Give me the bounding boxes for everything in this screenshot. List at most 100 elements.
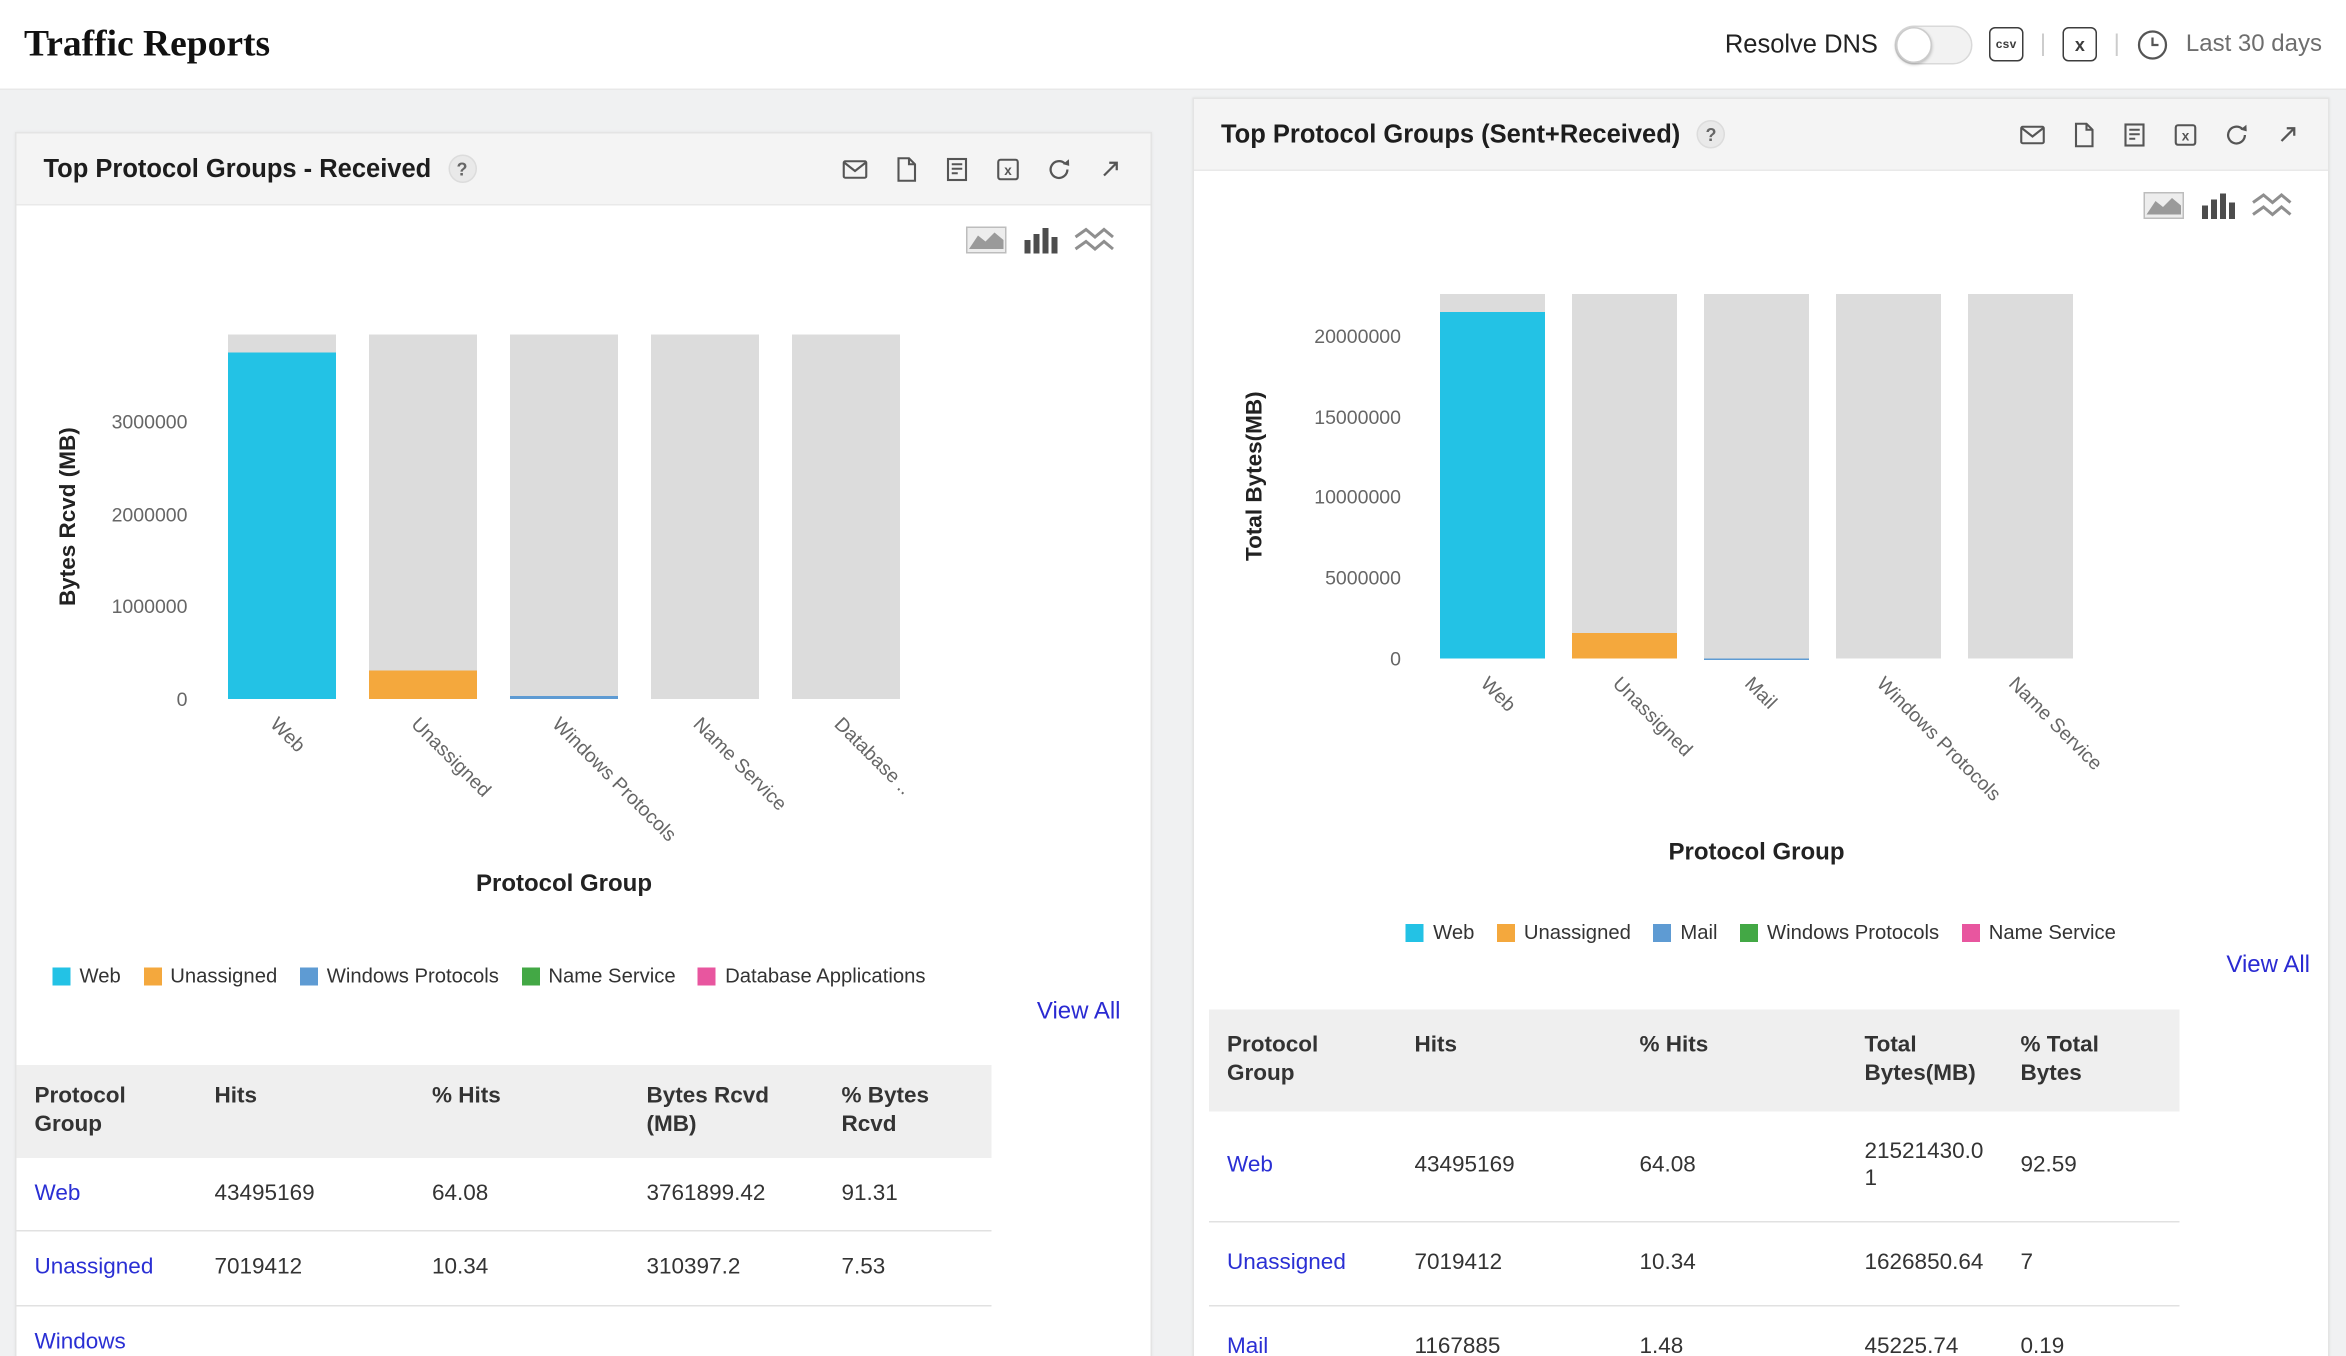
excel-icon[interactable]: x [2172,121,2199,148]
bar-slot: Unassigned [353,334,496,801]
protocol-link[interactable]: Web [34,1179,81,1206]
area-chart-icon[interactable] [966,226,1007,254]
legend-swatch [1653,923,1672,942]
page-title: Traffic Reports [24,23,271,64]
legend-swatch [1740,923,1758,942]
cell-hits [196,1305,414,1356]
help-icon[interactable]: ? [1696,120,1726,149]
cell-hits: 1167885 [1396,1305,1622,1356]
protocol-link[interactable]: Windows Protocols [34,1329,126,1355]
report-icon[interactable] [2121,121,2148,148]
expand-icon[interactable] [2274,121,2301,148]
refresh-icon[interactable] [2223,121,2250,148]
legend-swatch [698,966,717,985]
bar-web[interactable] [228,351,336,699]
refresh-icon[interactable] [1046,155,1073,182]
expand-icon[interactable] [1097,155,1124,182]
legend-swatch [1406,923,1425,942]
legend-item[interactable]: Name Service [1961,921,2116,944]
protocol-link[interactable]: Unassigned [34,1254,154,1280]
content-area: Top Protocol Groups - Received ? x Bytes… [0,90,2346,1356]
cell-hits: 43495169 [196,1157,414,1232]
bar-chart-icon[interactable] [2198,192,2239,219]
column-header: Hits [196,1065,414,1158]
bar-slot: Web [1427,294,1559,716]
cell-pct-hits: 64.08 [414,1157,629,1232]
legend-item[interactable]: Database Applications [698,965,925,987]
protocol-table-received: Protocol Group Hits % Hits Bytes Rcvd (M… [16,1065,992,1356]
excel-icon[interactable]: x [995,155,1022,182]
bar-unassigned[interactable] [1572,632,1677,659]
legend-label: Name Service [548,964,676,988]
protocol-link[interactable]: Mail [1227,1333,1269,1356]
resolve-dns-toggle[interactable] [1894,24,1973,64]
legend-item[interactable]: Mail [1653,921,1718,944]
legend-label: Unassigned [170,964,278,988]
panel-header: Top Protocol Groups (Sent+Received) ? x [1194,99,2328,171]
excel-icon-label: x [2074,33,2085,55]
column-header: Total Bytes(MB) [1846,1009,2003,1111]
pdf-icon[interactable] [893,155,920,182]
protocol-table-sent-received: Protocol Group Hits % Hits Total Bytes(M… [1209,1009,2180,1356]
legend-item[interactable]: Unassigned [143,964,278,988]
y-tick-label: 15000000 [1314,405,1401,428]
report-icon[interactable] [944,155,971,182]
line-chart-icon[interactable] [1074,227,1115,254]
help-icon[interactable]: ? [447,154,477,183]
time-range-label[interactable]: Last 30 days [2185,30,2322,57]
bar-windows-protocols[interactable] [510,696,618,699]
cell-pct-hits: 64.08 [1621,1110,1847,1223]
svg-text:x: x [2182,128,2190,143]
bar-unassigned[interactable] [369,670,477,699]
pdf-icon[interactable] [2070,121,2097,148]
legend-item[interactable]: Windows Protocols [299,965,499,987]
separator: | [2039,30,2047,57]
protocol-link[interactable]: Unassigned [1227,1249,1346,1276]
topbar-controls: Resolve DNS csv | x | Last 30 days [1725,24,2322,64]
cell-bytes [628,1305,824,1356]
legend-item[interactable]: Web [1406,921,1474,944]
panel-title: Top Protocol Groups - Received [43,153,432,183]
bar-track [1572,294,1677,659]
legend-swatch [1961,923,1980,942]
panel-sent-received: Top Protocol Groups (Sent+Received) ? x … [1192,97,2330,1356]
legend-item[interactable]: Windows Protocols [1740,921,1939,944]
legend: Web Unassigned Mail Windows Protocols Na… [1194,921,2328,944]
cell-bytes: 21521430.01 [1846,1110,2003,1223]
table-row: Unassigned 7019412 10.34 310397.2 7.53 [16,1231,992,1307]
area-chart-icon[interactable] [2143,192,2185,219]
bar-web[interactable] [1440,311,1545,659]
view-all-link[interactable]: View All [2226,952,2310,979]
y-tick-label: 0 [1390,647,1401,670]
clock-icon[interactable] [2136,28,2169,61]
view-all-link[interactable]: View All [1036,999,1121,1025]
bar-chart-icon[interactable] [1020,227,1061,254]
export-excel-icon[interactable]: x [2062,27,2098,62]
export-csv-icon[interactable]: csv [1988,27,2024,62]
panel-action-icons: x [842,155,1124,182]
legend-item[interactable]: Name Service [521,964,676,988]
bar-track [651,334,759,699]
line-chart-icon[interactable] [2252,192,2293,219]
x-axis-title: Protocol Group [475,871,652,898]
bar-mail[interactable] [1704,657,1809,659]
legend-label: Name Service [1988,921,2116,944]
y-tick-label: 1000000 [111,595,188,618]
cell-bytes: 310397.2 [628,1231,824,1307]
table-row: Mail 1167885 1.48 45225.74 0.19 [1209,1305,2180,1356]
legend: Web Unassigned Windows Protocols Name Se… [52,964,1151,988]
panel-received: Top Protocol Groups - Received ? x Bytes… [15,132,1152,1356]
column-header: % Hits [1621,1009,1847,1111]
y-axis-ticks: 0 5000000 10000000 15000000 20000000 [1194,294,1413,670]
legend-swatch [299,966,318,985]
legend-item[interactable]: Unassigned [1496,921,1631,944]
protocol-link[interactable]: Web [1227,1151,1273,1178]
separator: | [2113,30,2120,57]
legend-item[interactable]: Web [52,965,121,987]
legend-swatch [521,966,540,985]
bar-track [1836,294,1941,659]
email-icon[interactable] [842,155,869,182]
email-icon[interactable] [2019,121,2046,148]
column-header: Bytes Rcvd (MB) [628,1065,824,1158]
table-row: Web 43495169 64.08 21521430.01 92.59 [1209,1110,2180,1223]
